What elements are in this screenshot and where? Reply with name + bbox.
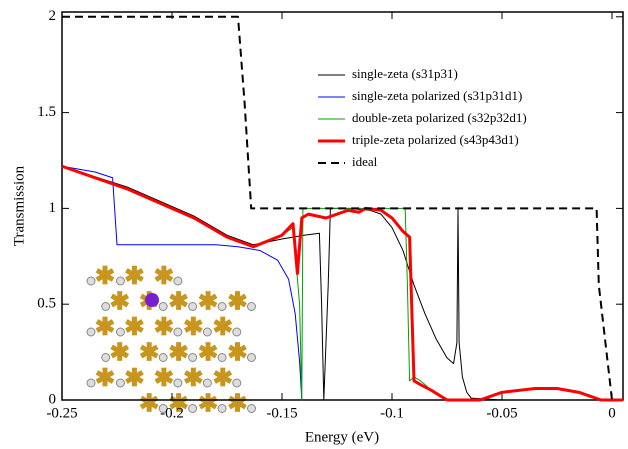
- h-atom: [87, 277, 95, 285]
- x-axis-label: Energy (eV): [305, 429, 379, 445]
- h-atom: [218, 354, 226, 362]
- h-atom: [174, 379, 182, 387]
- molecule-inset: [87, 266, 256, 413]
- x-tick-label: -0.15: [266, 405, 297, 421]
- h-atom: [248, 354, 256, 362]
- y-tick-label: 0.5: [37, 296, 56, 312]
- y-tick-label: 2: [49, 8, 57, 24]
- h-atom: [248, 303, 256, 311]
- h-atom: [189, 303, 197, 311]
- y-axis-label: Transmission: [11, 165, 27, 246]
- h-atom: [203, 379, 211, 387]
- h-atom: [218, 303, 226, 311]
- h-atom: [233, 328, 241, 336]
- y-tick-label: 1.5: [37, 104, 56, 120]
- legend-label: single-zeta polarized (s31p31d1): [352, 88, 522, 103]
- h-atom: [218, 405, 226, 413]
- h-atom: [174, 277, 182, 285]
- h-atom: [159, 354, 167, 362]
- h-atom: [102, 354, 110, 362]
- chart: Energy (eV) Transmission -0.25 -0.2 -0.15 -…: [0, 0, 628, 449]
- legend-label: ideal: [352, 154, 378, 169]
- x-tick-label: -0.05: [486, 405, 517, 421]
- n-atom: [145, 293, 159, 307]
- y-tick-label: 1: [49, 200, 57, 216]
- h-atom: [189, 354, 197, 362]
- x-tick-label: -0.1: [380, 405, 404, 421]
- h-atom: [159, 303, 167, 311]
- h-atom: [102, 303, 110, 311]
- h-atom: [233, 379, 241, 387]
- x-tick-label: -0.2: [160, 405, 184, 421]
- h-atom: [189, 405, 197, 413]
- h-atom: [116, 277, 124, 285]
- series-line: [62, 166, 623, 400]
- plot-frame: [62, 12, 623, 400]
- h-atom: [248, 405, 256, 413]
- h-atom: [87, 379, 95, 387]
- legend-label: single-zeta (s31p31): [352, 66, 458, 81]
- y-tick-label: 0: [49, 391, 57, 407]
- series-line: [62, 166, 623, 400]
- x-tick-label: -0.25: [46, 405, 77, 421]
- h-atom: [116, 379, 124, 387]
- h-atom: [87, 328, 95, 336]
- series-line: [62, 166, 623, 400]
- legend-label: double-zeta polarized (s32p32d1): [352, 110, 527, 125]
- h-atom: [203, 328, 211, 336]
- series-line: [62, 166, 302, 400]
- h-atom: [116, 328, 124, 336]
- legend-label: triple-zeta polarized (s43p43d1): [352, 132, 519, 147]
- h-atom: [174, 328, 182, 336]
- x-tick-label: 0: [608, 405, 616, 421]
